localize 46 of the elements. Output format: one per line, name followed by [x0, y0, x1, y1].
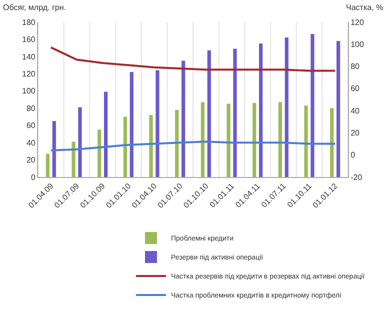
- y2-axis-title: Частка, %: [346, 3, 384, 12]
- y-tick-label: 160: [22, 35, 36, 44]
- y-tick-label: 60: [26, 121, 36, 130]
- bar: [123, 116, 127, 177]
- bar: [233, 48, 237, 177]
- bar: [310, 34, 314, 177]
- y-tick-label: 80: [26, 104, 36, 113]
- bar: [104, 92, 108, 177]
- line-series: [50, 46, 336, 72]
- bar: [207, 50, 211, 177]
- bar: [46, 154, 50, 177]
- bar: [156, 70, 160, 177]
- bar: [52, 121, 56, 177]
- y-tick-label: 40: [26, 138, 36, 148]
- bar: [330, 108, 334, 177]
- bar: [200, 102, 204, 177]
- bar: [259, 44, 263, 177]
- y-tick-label: 140: [22, 52, 36, 62]
- bar: [182, 60, 186, 177]
- bar: [175, 110, 179, 177]
- y2-tick-label: 40: [350, 106, 360, 116]
- bar: [78, 107, 82, 177]
- y-tick-label: 180: [22, 18, 36, 27]
- bar: [226, 104, 230, 177]
- y2-tick-label: -20: [350, 172, 363, 182]
- y-tick-label: 0: [30, 172, 36, 182]
- bar: [278, 102, 282, 177]
- y-tick-label: 120: [22, 69, 36, 78]
- bar: [284, 38, 288, 177]
- bar: [149, 115, 153, 177]
- y2-tick-label: 100: [350, 40, 364, 49]
- y-tick-label: 100: [22, 86, 36, 96]
- y2-tick-label: 0: [350, 150, 356, 160]
- y-tick-label: 20: [26, 156, 36, 165]
- bar: [252, 102, 256, 177]
- line-series: [50, 140, 336, 152]
- y2-tick-label: 120: [350, 18, 364, 27]
- bar: [98, 130, 102, 177]
- bar: [72, 142, 76, 177]
- y2-tick-label: 80: [350, 62, 360, 72]
- y2-tick-label: 60: [350, 84, 360, 94]
- y2-tick-label: 20: [350, 128, 360, 138]
- bar: [304, 106, 308, 177]
- y-axis-title: Обсяг, млрд. грн.: [3, 3, 66, 12]
- bar: [336, 40, 340, 177]
- bar: [130, 72, 134, 177]
